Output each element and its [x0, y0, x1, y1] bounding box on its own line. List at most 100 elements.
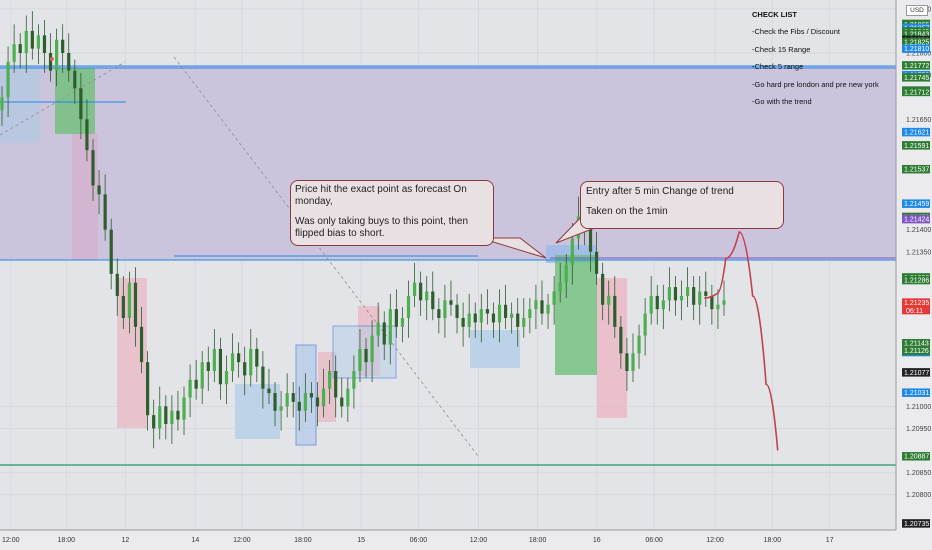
candle-body	[127, 282, 132, 318]
price-tag	[902, 452, 930, 461]
candle-body	[182, 397, 186, 420]
candle	[267, 368, 271, 405]
candle	[224, 355, 229, 405]
candle	[425, 276, 429, 321]
candle	[546, 293, 550, 330]
price-tag-label: 1.21712	[904, 89, 929, 96]
candle	[188, 364, 192, 418]
price-tag-label: 1.21772	[904, 63, 929, 70]
candle-body	[491, 313, 496, 323]
candle	[698, 276, 702, 325]
candle	[722, 280, 726, 316]
candle	[485, 289, 489, 325]
candle	[103, 174, 107, 241]
candle	[346, 377, 350, 422]
candle-body	[158, 406, 162, 429]
candle-body	[224, 371, 229, 385]
candle	[309, 382, 314, 413]
candle	[0, 86, 4, 126]
candle	[48, 33, 53, 82]
candle-body	[473, 313, 477, 323]
candle	[146, 351, 150, 431]
candle-body	[564, 265, 568, 283]
candle-body	[176, 410, 180, 420]
candle-body	[164, 406, 168, 424]
price-tag	[902, 519, 930, 528]
candle-body	[0, 97, 4, 111]
callout-left: Price hit the exact point as forecast On…	[290, 180, 494, 246]
price-tag-label: 1.21537	[904, 167, 929, 174]
candle	[443, 284, 447, 338]
candle	[400, 306, 405, 343]
candle-body	[503, 304, 508, 318]
candle	[152, 399, 156, 449]
candle	[564, 253, 568, 299]
candle-body	[194, 379, 198, 389]
candle	[67, 33, 71, 82]
callout-right: Entry after 5 min Change of trend Taken …	[580, 181, 784, 229]
candle-body	[461, 318, 465, 327]
candle	[704, 271, 708, 307]
candle-body	[328, 371, 332, 389]
candle	[661, 284, 665, 330]
candle-body	[55, 39, 59, 71]
candle	[194, 359, 198, 400]
candle-body	[412, 282, 417, 296]
candle	[364, 337, 368, 378]
candle-body	[661, 300, 665, 310]
currency-badge[interactable]: USD	[906, 5, 928, 16]
candle	[528, 298, 532, 334]
candle	[237, 342, 241, 378]
candle-body	[710, 295, 714, 310]
candle-body	[73, 70, 77, 89]
candle	[164, 395, 168, 440]
callout-right-line2: Taken on the 1min	[586, 206, 668, 217]
candle	[328, 359, 332, 405]
price-tag	[902, 127, 930, 137]
time-tick-label: 18:00	[764, 537, 782, 544]
callout-left-line2: Was only taking buys to this point, then…	[295, 216, 469, 239]
candle	[285, 373, 289, 418]
candle-body	[340, 397, 344, 407]
candle	[613, 276, 617, 338]
candle-body	[510, 313, 514, 318]
candle	[340, 377, 344, 418]
candle-body	[522, 318, 526, 327]
candle-body	[400, 318, 405, 327]
candle-body	[485, 309, 489, 314]
candle	[12, 24, 16, 73]
candle-body	[394, 309, 398, 327]
candle	[406, 280, 411, 338]
price-tick-label: 1.21800	[906, 51, 931, 58]
candle	[376, 302, 380, 347]
candle	[461, 302, 465, 347]
price-tick-label: 1.20950	[906, 426, 931, 433]
candle-body	[24, 30, 28, 53]
price-tick-label: 1.21650	[906, 117, 931, 124]
candle	[455, 293, 459, 334]
checklist-item: -Check the Fibs / Discount	[752, 27, 840, 37]
price-tag-label: 1.21810	[904, 46, 929, 53]
candle	[479, 293, 483, 343]
candle-body	[6, 61, 10, 98]
candle-body	[30, 30, 34, 49]
candle	[412, 262, 417, 307]
candle-body	[146, 362, 150, 416]
price-tag-label: 1.20887	[904, 454, 929, 461]
candle-body	[212, 348, 216, 371]
time-tick-label: 18:00	[294, 537, 312, 544]
candle-body	[425, 291, 429, 301]
candle-body	[139, 326, 144, 363]
candle-body	[42, 35, 47, 53]
price-tag-label: 1.21126	[904, 348, 929, 355]
candle	[24, 15, 28, 73]
candle	[607, 280, 611, 325]
price-tag	[902, 29, 930, 39]
candle	[619, 315, 623, 369]
candle	[42, 19, 47, 73]
callout-left-pointer	[479, 237, 547, 259]
candle	[473, 302, 477, 338]
price-tag-label: 1.21459	[904, 201, 929, 208]
candle	[382, 311, 386, 360]
